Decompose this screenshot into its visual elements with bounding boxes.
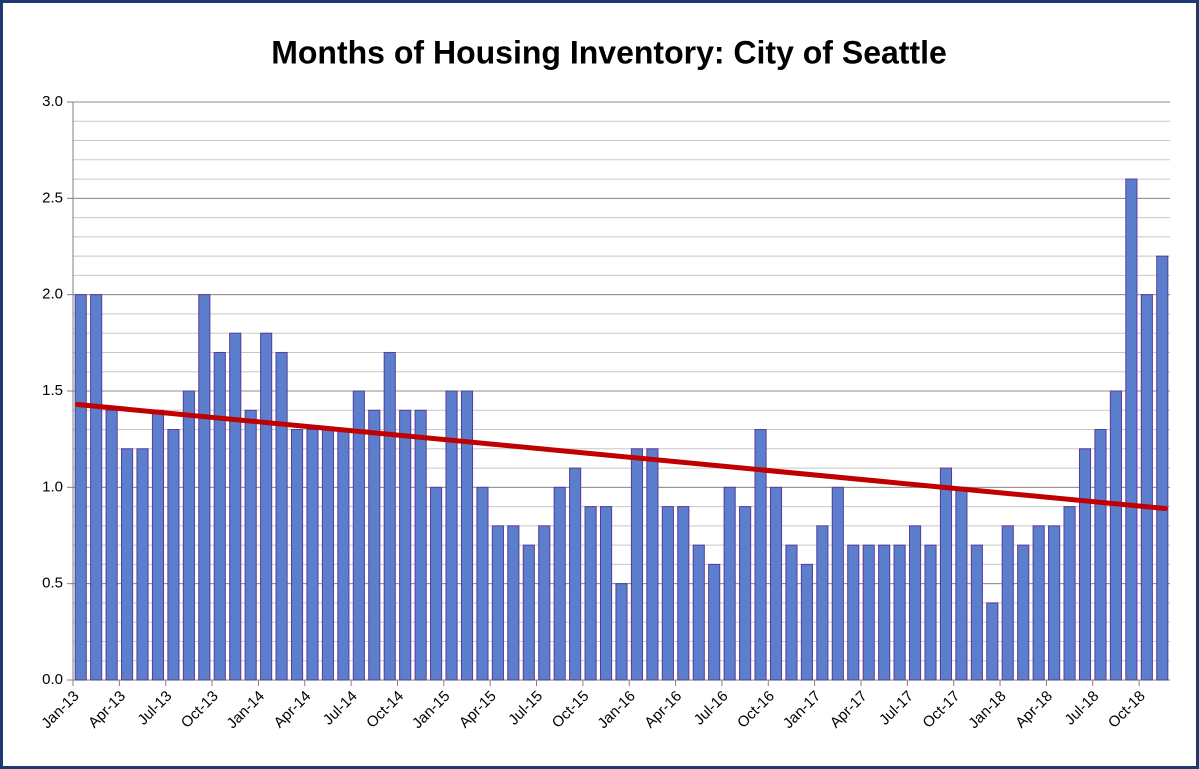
bar [630, 448, 644, 681]
bar [692, 544, 705, 681]
bar [646, 448, 659, 681]
bar [213, 351, 226, 681]
bar [460, 390, 474, 681]
bar [430, 486, 443, 681]
bar [831, 486, 844, 681]
bar [878, 544, 891, 681]
bar [739, 506, 752, 681]
bar [74, 294, 87, 681]
bar [167, 429, 180, 681]
bar [1001, 525, 1014, 681]
bar [290, 429, 304, 681]
bar [414, 409, 427, 681]
bar [1032, 525, 1045, 681]
bar [151, 409, 165, 681]
bar [800, 563, 813, 681]
bar [538, 525, 551, 681]
trend-line [75, 401, 1168, 512]
bar [769, 486, 783, 681]
bar [615, 583, 628, 681]
bar [1048, 525, 1061, 681]
bar [1156, 255, 1169, 681]
bar [584, 506, 597, 681]
bar [599, 506, 613, 681]
y-tick-label: 1.5 [42, 382, 63, 399]
y-tick-label: 2.0 [42, 286, 63, 303]
bar [939, 467, 953, 681]
bar [661, 506, 674, 681]
bar [955, 486, 968, 681]
bar [723, 486, 736, 681]
bar [754, 429, 767, 681]
bar [1140, 294, 1153, 681]
bar [368, 409, 381, 681]
bar [105, 409, 118, 681]
bar [383, 351, 396, 681]
bar [1078, 448, 1092, 681]
bar [847, 544, 860, 681]
y-tick-label: 0.5 [42, 575, 63, 592]
bar [445, 390, 458, 681]
bar [785, 544, 798, 681]
bar [90, 294, 103, 681]
bar [337, 429, 350, 681]
bar [816, 525, 829, 681]
bar [244, 409, 257, 681]
bar [924, 544, 937, 681]
bar [553, 486, 566, 681]
bar [306, 429, 319, 681]
bar [893, 544, 906, 681]
bar [198, 294, 211, 681]
chart-title: Months of Housing Inventory: City of Sea… [271, 34, 947, 70]
bar [1109, 390, 1122, 681]
bar [476, 486, 489, 681]
bar [352, 390, 365, 681]
bar [569, 467, 582, 681]
bar [1125, 178, 1138, 681]
bar [708, 563, 721, 681]
y-tick-label: 0.0 [42, 671, 63, 688]
bar [677, 506, 690, 681]
bar [909, 525, 922, 681]
bar [507, 525, 520, 681]
bar [1063, 506, 1076, 681]
bar [862, 544, 875, 681]
bar [321, 429, 334, 681]
bar [1094, 429, 1107, 681]
bar [136, 448, 149, 681]
bar [229, 332, 242, 681]
bar [986, 602, 999, 681]
bar [399, 409, 412, 681]
bar [970, 544, 983, 681]
bar [491, 525, 504, 681]
y-tick-label: 2.5 [42, 189, 63, 206]
bar [121, 448, 134, 681]
bar [1017, 544, 1030, 681]
bar [182, 390, 195, 681]
bar [260, 332, 273, 681]
y-tick-label: 1.0 [42, 478, 63, 495]
bar [522, 544, 535, 681]
y-tick-label: 3.0 [42, 93, 63, 110]
bar [275, 351, 288, 681]
